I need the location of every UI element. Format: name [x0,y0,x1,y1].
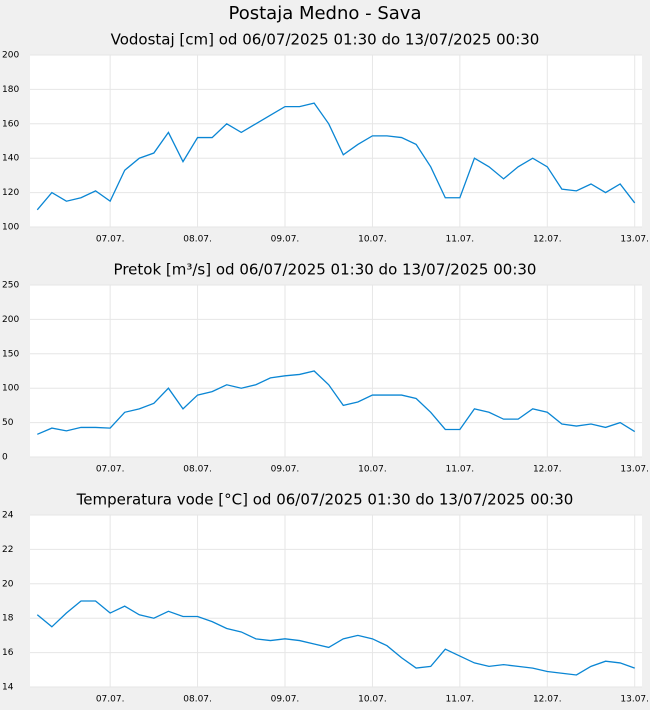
x-tick-label: 13.07. [620,695,649,705]
x-tick-label: 10.07. [358,695,387,705]
x-tick-label: 11.07. [446,695,475,705]
y-tick-label: 0 [2,453,8,463]
y-tick-label: 150 [2,349,19,359]
x-tick-label: 09.07. [271,695,300,705]
x-tick-label: 13.07. [620,235,649,245]
plot-area [30,55,642,227]
x-tick-label: 10.07. [358,235,387,245]
x-tick-label: 09.07. [271,465,300,475]
y-tick-label: 120 [2,188,19,198]
y-tick-label: 14 [2,683,14,693]
chart-title: Temperatura vode [°C] od 06/07/2025 01:3… [76,491,574,509]
x-tick-label: 08.07. [183,695,212,705]
x-tick-label: 12.07. [533,235,562,245]
y-tick-label: 18 [2,614,14,624]
y-tick-label: 16 [2,648,14,658]
data-line [36,600,635,676]
y-tick-label: 20 [2,579,14,589]
x-tick-label: 07.07. [96,695,125,705]
x-tick-label: 12.07. [533,465,562,475]
x-tick-label: 11.07. [446,235,475,245]
y-tick-label: 160 [2,119,19,129]
y-tick-label: 22 [2,545,13,555]
x-tick-label: 08.07. [183,465,212,475]
y-tick-label: 140 [2,154,19,164]
y-tick-label: 24 [2,511,14,521]
y-tick-label: 200 [2,51,19,61]
x-tick-label: 08.07. [183,235,212,245]
y-tick-label: 250 [2,281,19,291]
x-tick-label: 11.07. [446,465,475,475]
chart-title: Pretok [m³/s] od 06/07/2025 01:30 do 13/… [114,261,537,279]
y-tick-label: 180 [2,85,19,95]
data-line [37,370,636,435]
plot-area [30,285,642,457]
y-tick-label: 200 [2,315,19,325]
x-tick-label: 10.07. [358,465,387,475]
x-tick-label: 07.07. [96,235,125,245]
y-tick-label: 100 [2,223,19,233]
y-tick-label: 100 [2,384,19,394]
x-tick-label: 09.07. [271,235,300,245]
x-tick-label: 13.07. [620,465,649,475]
x-tick-label: 12.07. [533,695,562,705]
x-tick-label: 07.07. [96,465,125,475]
main-title: Postaja Medno - Sava [229,3,422,24]
data-line [36,102,636,211]
y-tick-label: 50 [2,418,14,428]
chart-title: Vodostaj [cm] od 06/07/2025 01:30 do 13/… [111,31,540,49]
plot-area [30,515,642,687]
